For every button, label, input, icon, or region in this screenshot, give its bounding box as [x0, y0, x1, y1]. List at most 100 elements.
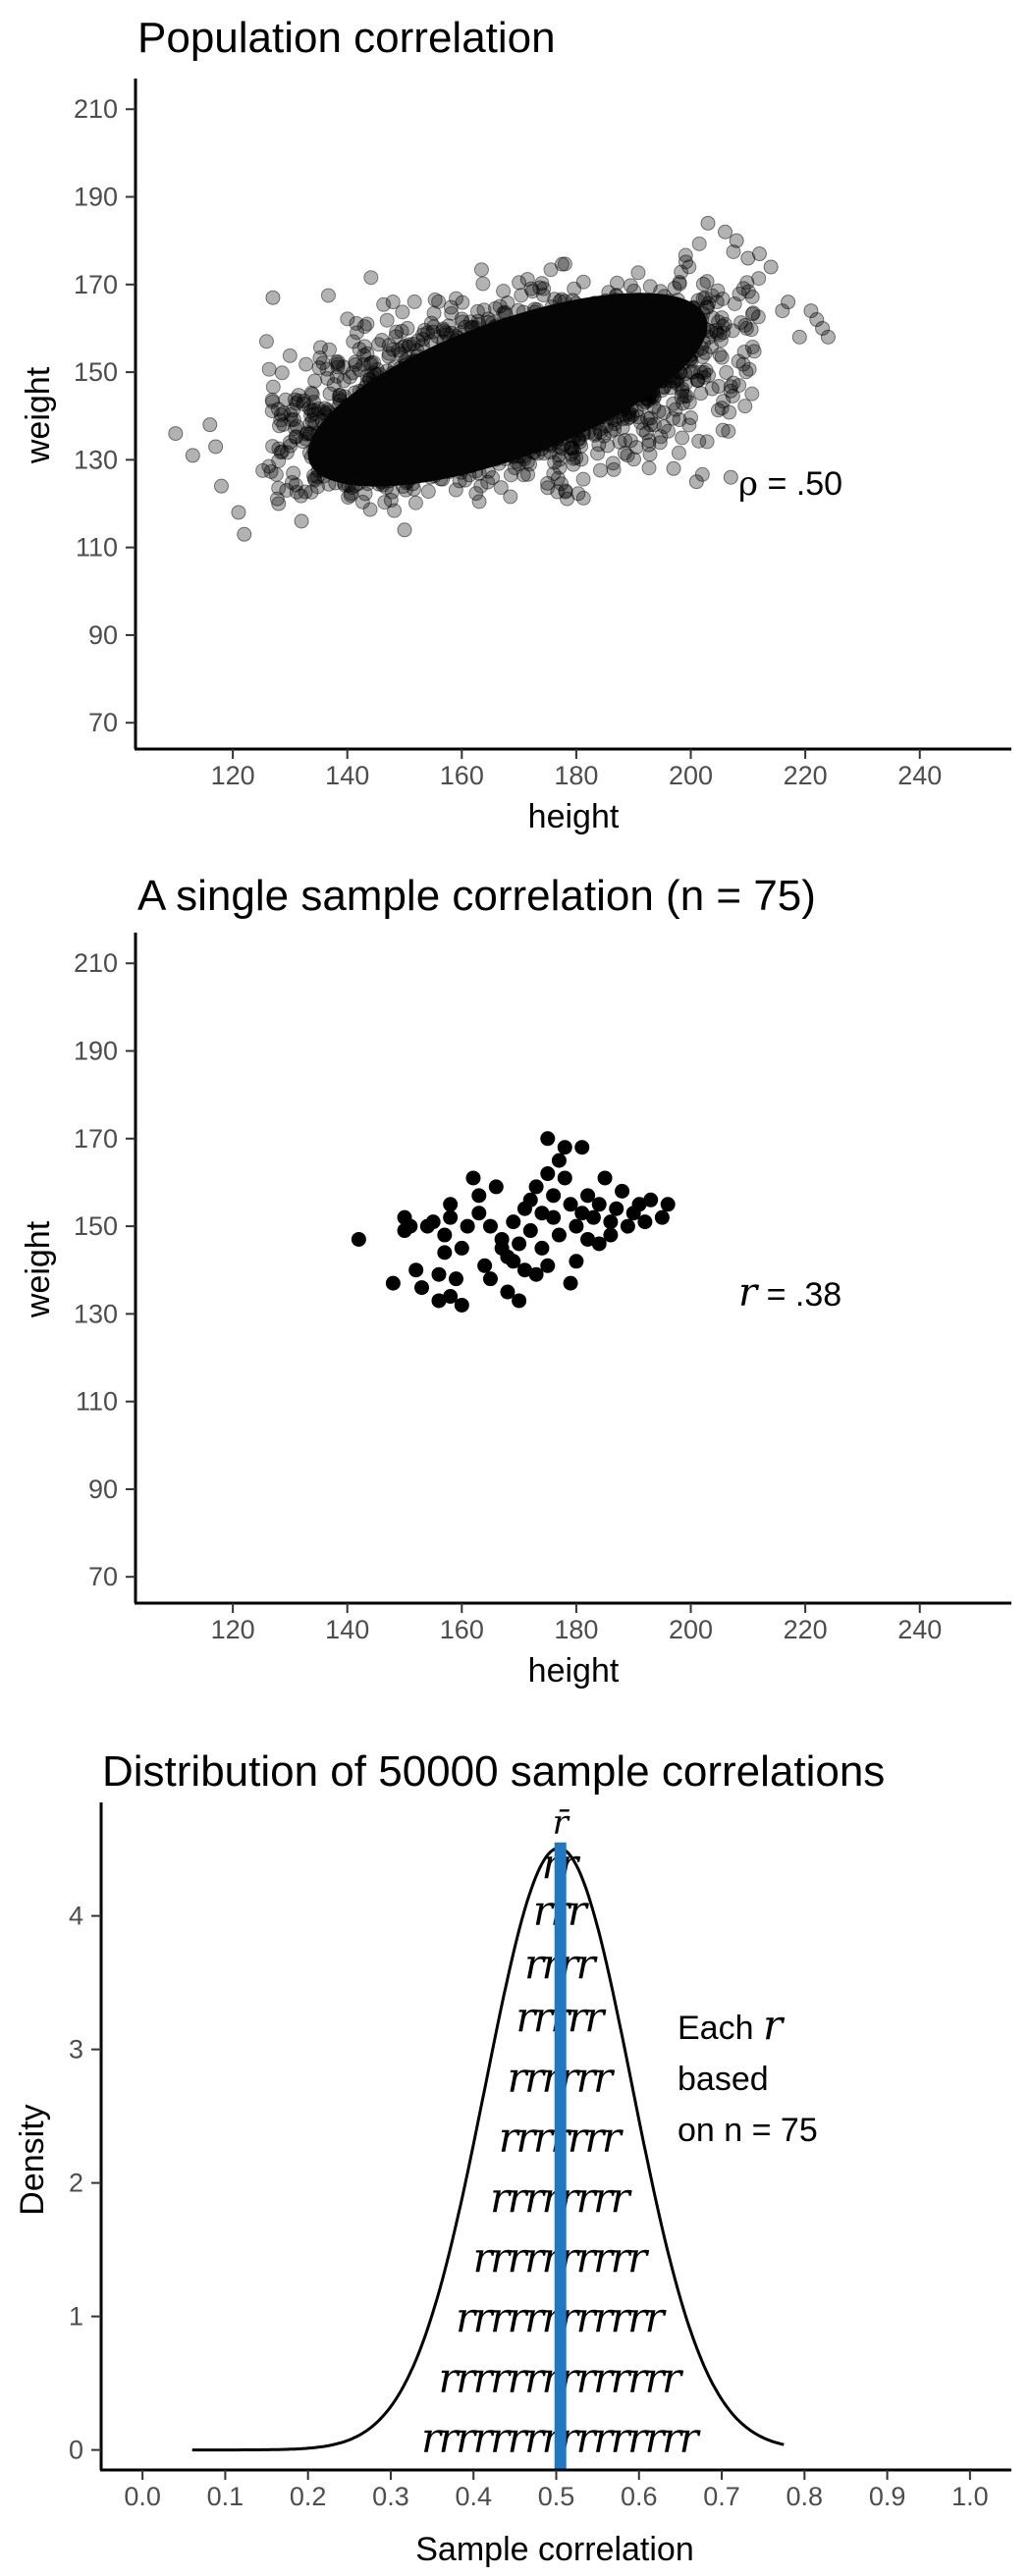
population-point	[704, 381, 720, 397]
annotation-r-symbol: r	[763, 2001, 786, 2049]
population-point	[571, 434, 587, 450]
population-point	[348, 356, 363, 372]
population-point	[635, 422, 651, 438]
population-point	[282, 434, 298, 450]
population-point	[536, 281, 552, 296]
x-tick-label: 160	[440, 1615, 484, 1644]
population-point	[642, 417, 658, 433]
x-tick-label: 200	[669, 761, 713, 790]
population-point	[346, 334, 361, 349]
population-point	[398, 338, 413, 353]
sample-point	[563, 1197, 578, 1212]
population-point	[717, 316, 733, 332]
population-point	[564, 441, 579, 456]
sample-point	[512, 1293, 527, 1309]
population-point	[691, 433, 707, 449]
population-point	[279, 482, 295, 498]
population-point	[342, 369, 357, 385]
r-glyph: r	[662, 2414, 684, 2462]
sample-point	[615, 1183, 630, 1199]
r-glyph: r	[473, 2293, 496, 2341]
sample-point	[488, 1179, 504, 1195]
population-point	[640, 411, 656, 427]
population-point	[546, 466, 562, 482]
population-point	[306, 406, 322, 422]
population-point	[738, 320, 754, 336]
r-glyph: r	[421, 2414, 444, 2462]
population-outlier-point	[213, 478, 229, 494]
population-point	[439, 325, 455, 341]
population-point	[273, 406, 289, 422]
population-point	[274, 365, 290, 381]
r-glyph: r	[524, 2353, 547, 2401]
r-symbol: r	[738, 1270, 760, 1315]
sample-point	[631, 1197, 647, 1212]
population-outlier-point	[815, 320, 831, 336]
population-outlier-point	[294, 513, 309, 529]
population-point	[284, 412, 299, 428]
sample-point	[351, 1231, 366, 1247]
population-outlier-point	[237, 526, 252, 542]
x-tick-label: 0.7	[703, 2482, 740, 2511]
population-point	[653, 429, 669, 445]
population-point	[294, 488, 309, 504]
population-point	[694, 349, 710, 364]
population-point	[321, 342, 337, 357]
r-glyph: r	[456, 2353, 478, 2401]
population-outlier-point	[271, 496, 287, 511]
population-point	[575, 274, 591, 290]
population-point	[558, 484, 573, 500]
population-point	[682, 410, 698, 426]
population-outlier-point	[208, 439, 224, 455]
x-tick-label: 0.6	[621, 2482, 658, 2511]
r-glyph: r	[593, 2353, 616, 2401]
population-points	[168, 215, 836, 542]
population-point	[520, 466, 536, 482]
sample-point	[437, 1227, 453, 1243]
x-tick-label: 1.0	[951, 2482, 989, 2511]
population-point	[641, 437, 657, 453]
population-point	[557, 256, 572, 272]
population-point	[726, 243, 741, 259]
population-point	[620, 410, 635, 426]
population-point	[607, 416, 623, 432]
population-point	[744, 340, 760, 355]
population-point	[691, 236, 707, 251]
rho-annotation: ρ = .50	[738, 464, 842, 504]
population-point	[716, 325, 732, 341]
population-point	[407, 294, 422, 309]
y-tick-label: 130	[74, 445, 118, 474]
population-point	[699, 274, 715, 290]
population-point	[400, 320, 415, 336]
r-glyph: r	[473, 2233, 496, 2281]
population-point	[255, 462, 271, 478]
sample-point	[448, 1271, 463, 1287]
population-point	[681, 395, 697, 410]
r-glyph: r	[524, 2293, 547, 2341]
population-point	[374, 333, 390, 349]
population-point	[675, 381, 690, 397]
population-point	[674, 389, 689, 404]
sample-point	[516, 1262, 532, 1278]
population-point	[745, 305, 761, 321]
population-point	[352, 342, 367, 357]
population-point	[552, 452, 568, 467]
population-point	[714, 401, 730, 416]
population-point	[387, 503, 403, 518]
r-glyph: r	[524, 2174, 547, 2222]
population-point	[366, 354, 382, 370]
r-glyph: r	[533, 2114, 556, 2162]
r-glyph: r	[439, 2353, 461, 2401]
x-tick-label: 160	[440, 761, 484, 790]
population-point	[725, 388, 740, 403]
population-outlier-point	[688, 474, 704, 490]
population-outlier-point	[723, 469, 738, 485]
population-point	[377, 495, 393, 510]
r-glyph: r	[627, 2353, 650, 2401]
population-point	[330, 354, 346, 370]
r-glyph: r	[679, 2414, 702, 2462]
population-point	[264, 403, 280, 419]
population-point	[535, 288, 551, 303]
population-point	[573, 452, 589, 467]
population-point	[376, 296, 392, 312]
